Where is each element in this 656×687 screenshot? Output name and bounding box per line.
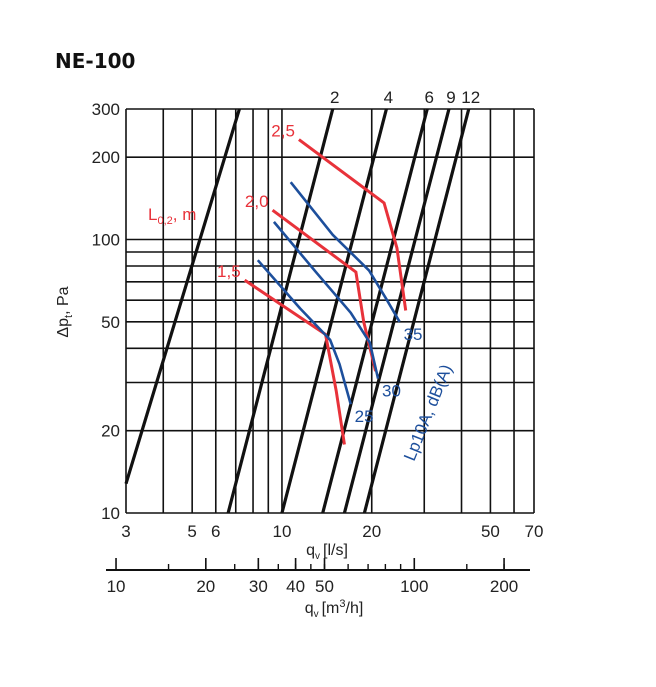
x-tick-label: 5 bbox=[187, 522, 196, 541]
secondary-tick-label: 50 bbox=[315, 577, 334, 596]
y-tick-label: 10 bbox=[101, 504, 120, 523]
noise-label: 35 bbox=[404, 325, 423, 344]
damper-line bbox=[280, 108, 388, 514]
secondary-tick-label: 30 bbox=[249, 577, 268, 596]
y-tick-label: 100 bbox=[92, 230, 120, 249]
damper-line bbox=[124, 108, 241, 485]
y-axis-title: Δpt, Pa bbox=[55, 286, 75, 337]
damper-line bbox=[226, 108, 335, 514]
noise-series-title: Lp10A, dB(A) bbox=[400, 362, 456, 464]
y-tick-label: 20 bbox=[101, 422, 120, 441]
noise-line bbox=[256, 259, 352, 405]
throw-label: 2,0 bbox=[245, 192, 269, 211]
y-tick-label: 200 bbox=[92, 148, 120, 167]
x-tick-label: 20 bbox=[362, 522, 381, 541]
x-axis-ticks: 3 5 6 10 20 50 70 bbox=[121, 522, 543, 541]
throw-line bbox=[243, 278, 346, 445]
damper-label: 2 bbox=[330, 88, 339, 107]
throw-label: 1,5 bbox=[217, 262, 241, 281]
x-tick-label: 6 bbox=[211, 522, 220, 541]
damper-label: 9 bbox=[446, 88, 455, 107]
damper-line bbox=[362, 108, 471, 514]
x-tick-label: 3 bbox=[121, 522, 130, 541]
damper-position-lines bbox=[124, 108, 471, 514]
x-tick-label: 70 bbox=[525, 522, 544, 541]
y-tick-label: 300 bbox=[92, 100, 120, 119]
damper-label: 6 bbox=[425, 88, 434, 107]
noise-label: 25 bbox=[355, 407, 374, 426]
secondary-tick-label: 40 bbox=[286, 577, 305, 596]
noise-level-lines bbox=[256, 181, 401, 405]
damper-label: 12 bbox=[461, 88, 480, 107]
secondary-x-axis-title: qv [m3/h] bbox=[305, 598, 364, 620]
damper-line bbox=[321, 108, 429, 514]
secondary-tick-label: 200 bbox=[490, 577, 518, 596]
x-tick-label: 10 bbox=[272, 522, 291, 541]
y-tick-label: 50 bbox=[101, 313, 120, 332]
x-axis-title: qv [l/s] bbox=[306, 542, 348, 562]
throw-label: 2,5 bbox=[271, 122, 295, 141]
damper-label: 4 bbox=[384, 88, 393, 107]
throw-length-labels: 1,5 2,0 2,5 bbox=[217, 122, 295, 282]
chart-title: NE-100 bbox=[55, 49, 135, 73]
secondary-tick-label: 10 bbox=[107, 577, 126, 596]
secondary-tick-label: 100 bbox=[400, 577, 428, 596]
noise-level-labels: 25 30 35 bbox=[355, 325, 423, 426]
grid bbox=[125, 108, 535, 514]
noise-label: 30 bbox=[382, 382, 401, 401]
throw-line bbox=[298, 138, 408, 311]
y-axis-ticks: 300 200 100 50 20 10 bbox=[92, 100, 120, 523]
noise-line bbox=[289, 181, 401, 323]
x-tick-label: 50 bbox=[481, 522, 500, 541]
damper-line bbox=[342, 108, 451, 514]
damper-position-labels: 2 4 6 9 12 bbox=[330, 88, 480, 107]
throw-series-title: L0,2, m bbox=[148, 205, 196, 227]
noise-line bbox=[272, 221, 380, 379]
secondary-tick-label: 20 bbox=[196, 577, 215, 596]
secondary-x-axis: 10 20 30 40 50 100 200 bbox=[106, 558, 530, 596]
